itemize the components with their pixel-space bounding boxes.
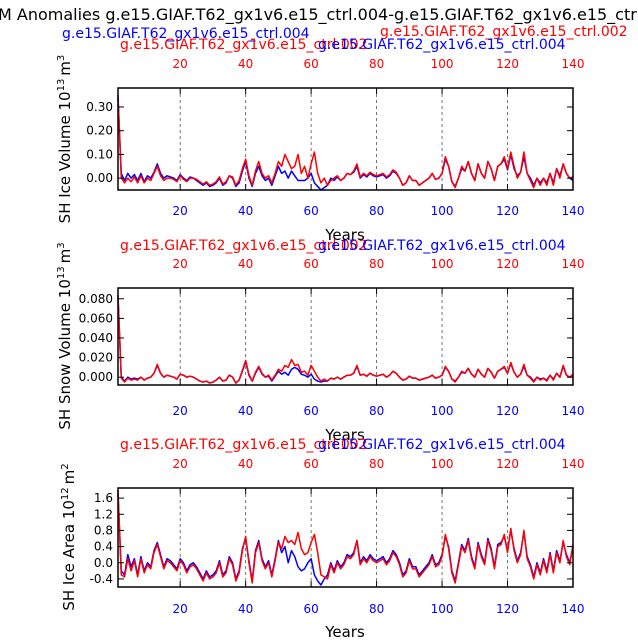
legend-red: g.e15.GIAF.T62_gx1v6.e15_ctrl.002 bbox=[120, 238, 368, 254]
x-tick-label-top: 100 bbox=[431, 457, 454, 471]
x-tick-label-top: 80 bbox=[369, 57, 384, 71]
x-axis-label: Years bbox=[324, 226, 365, 244]
x-tick-label-top: 20 bbox=[173, 457, 188, 471]
y-axis-label-base: SH Ice Volume 10 bbox=[56, 91, 74, 223]
series-line-red bbox=[117, 95, 574, 189]
x-tick-label-top: 80 bbox=[369, 257, 384, 271]
series-line-red bbox=[117, 489, 574, 584]
y-tick-label: 0.8 bbox=[94, 523, 113, 537]
x-tick-label-top: 40 bbox=[238, 457, 253, 471]
x-tick-label-bottom: 20 bbox=[173, 602, 188, 616]
x-tick-label-bottom: 20 bbox=[173, 404, 188, 418]
x-tick-label-top: 100 bbox=[431, 257, 454, 271]
y-axis-label: SH Ice Volume 1013 m3 bbox=[56, 55, 74, 224]
x-tick-label-top: 140 bbox=[562, 257, 585, 271]
y-tick-label: 0.20 bbox=[86, 124, 113, 138]
header-case-blue: g.e15.GIAF.T62_gx1v6.e15_ctrl.004 bbox=[62, 26, 310, 42]
y-axis-label-base: SH Snow Volume 10 bbox=[56, 279, 74, 429]
y-axis-label-unit-exponent: 3 bbox=[56, 55, 67, 61]
y-axis-label: SH Snow Volume 1013 m3 bbox=[56, 242, 74, 429]
x-tick-label-top: 120 bbox=[496, 57, 519, 71]
series-line-red bbox=[117, 294, 574, 384]
plot-frame bbox=[117, 87, 574, 191]
x-tick-label-top: 80 bbox=[369, 457, 384, 471]
y-tick-label: 0.4 bbox=[94, 540, 113, 554]
x-tick-label-top: 120 bbox=[496, 257, 519, 271]
x-tick-label-top: 120 bbox=[496, 457, 519, 471]
chart-panel-3: g.e15.GIAF.T62_gx1v6.e15_ctrl.002g.e15.G… bbox=[60, 437, 585, 641]
x-tick-label-top: 140 bbox=[562, 57, 585, 71]
y-tick-label: 0.020 bbox=[79, 351, 113, 365]
plot-frame bbox=[117, 487, 574, 588]
chart-panel-1: g.e15.GIAF.T62_gx1v6.e15_ctrl.002g.e15.G… bbox=[56, 37, 584, 244]
x-tick-label-bottom: 120 bbox=[496, 602, 519, 616]
y-axis-label-exponent: 13 bbox=[56, 79, 67, 92]
x-tick-label-bottom: 140 bbox=[562, 204, 585, 218]
y-axis-label-unit-exponent: 2 bbox=[60, 463, 71, 469]
x-tick-label-bottom: 60 bbox=[303, 204, 318, 218]
x-tick-label-bottom: 60 bbox=[303, 404, 318, 418]
y-tick-label: 1.2 bbox=[94, 507, 113, 521]
y-tick-label: 0.080 bbox=[79, 292, 113, 306]
x-tick-label-top: 40 bbox=[238, 257, 253, 271]
y-axis-label-unit-exponent: 3 bbox=[56, 242, 67, 248]
y-axis-label-base: SH Ice Area 10 bbox=[60, 500, 78, 611]
y-tick-label: 0.10 bbox=[86, 147, 113, 161]
y-axis-label-unit: m bbox=[56, 249, 74, 264]
x-tick-label-top: 60 bbox=[303, 257, 318, 271]
x-tick-label-top: 60 bbox=[303, 457, 318, 471]
x-tick-label-bottom: 40 bbox=[238, 204, 253, 218]
y-tick-label: 0.040 bbox=[79, 331, 113, 345]
y-tick-label: 1.6 bbox=[94, 491, 113, 505]
x-tick-label-bottom: 80 bbox=[369, 602, 384, 616]
y-axis-label-exponent: 12 bbox=[60, 487, 71, 500]
legend-red: g.e15.GIAF.T62_gx1v6.e15_ctrl.002 bbox=[120, 437, 368, 453]
x-tick-label-bottom: 120 bbox=[496, 204, 519, 218]
x-tick-label-bottom: 20 bbox=[173, 204, 188, 218]
legend-blue: g.e15.GIAF.T62_gx1v6.e15_ctrl.004 bbox=[318, 238, 566, 254]
y-axis-label-unit: m bbox=[60, 470, 78, 485]
header-case-red: g.e15.GIAF.T62_gx1v6.e15_ctrl.002 bbox=[380, 24, 628, 40]
plot-frame bbox=[117, 287, 574, 386]
legend-red: g.e15.GIAF.T62_gx1v6.e15_ctrl.002 bbox=[120, 37, 368, 53]
x-tick-label-bottom: 140 bbox=[562, 602, 585, 616]
x-tick-label-bottom: 80 bbox=[369, 404, 384, 418]
x-tick-label-bottom: 40 bbox=[238, 602, 253, 616]
x-tick-label-top: 140 bbox=[562, 457, 585, 471]
x-tick-label-bottom: 80 bbox=[369, 204, 384, 218]
x-tick-label-bottom: 140 bbox=[562, 404, 585, 418]
y-tick-label: 0.00 bbox=[86, 171, 113, 185]
legend-blue: g.e15.GIAF.T62_gx1v6.e15_ctrl.004 bbox=[318, 37, 566, 53]
x-tick-label-bottom: 60 bbox=[303, 602, 318, 616]
x-tick-label-bottom: 100 bbox=[431, 204, 454, 218]
chart-panel-2: g.e15.GIAF.T62_gx1v6.e15_ctrl.002g.e15.G… bbox=[56, 238, 584, 444]
x-axis-label: Years bbox=[324, 426, 365, 444]
y-tick-label: 0.30 bbox=[86, 100, 113, 114]
x-tick-label-top: 40 bbox=[238, 57, 253, 71]
x-tick-label-top: 60 bbox=[303, 57, 318, 71]
x-tick-label-bottom: 100 bbox=[431, 404, 454, 418]
x-tick-label-bottom: 40 bbox=[238, 404, 253, 418]
y-axis-label-unit: m bbox=[56, 61, 74, 76]
figure-title: M Anomalies g.e15.GIAF.T62_gx1v6.e15_ctr… bbox=[0, 5, 638, 25]
y-tick-label: 0.060 bbox=[79, 311, 113, 325]
y-axis-label-exponent: 13 bbox=[56, 266, 67, 279]
x-tick-label-top: 100 bbox=[431, 57, 454, 71]
x-axis-label: Years bbox=[324, 623, 365, 638]
y-tick-label: -0.4 bbox=[90, 572, 113, 586]
y-tick-label: 0.0 bbox=[94, 556, 113, 570]
y-axis-label: SH Ice Area 1012 m2 bbox=[60, 463, 78, 610]
x-tick-label-bottom: 120 bbox=[496, 404, 519, 418]
x-tick-label-top: 20 bbox=[173, 57, 188, 71]
x-tick-label-top: 20 bbox=[173, 257, 188, 271]
legend-blue: g.e15.GIAF.T62_gx1v6.e15_ctrl.004 bbox=[318, 437, 566, 453]
y-tick-label: 0.000 bbox=[79, 370, 113, 384]
x-tick-label-bottom: 100 bbox=[431, 602, 454, 616]
